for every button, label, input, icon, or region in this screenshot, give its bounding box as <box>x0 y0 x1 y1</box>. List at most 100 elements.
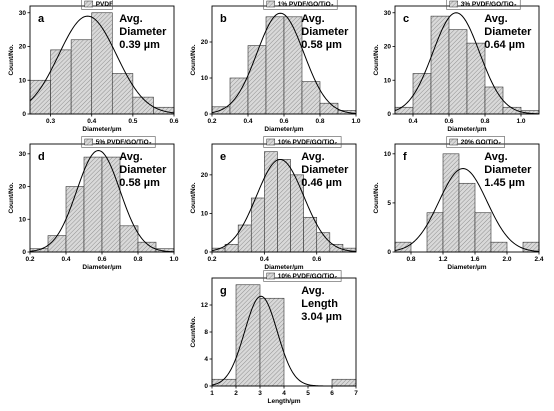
histogram-bar <box>119 225 139 253</box>
chart-panel-c: 0.4 0.6 0.8 1.0 0 10 20 30 Diameter/µm Count/No. c… <box>365 0 547 136</box>
x-tick-label: 2.4 <box>534 256 543 263</box>
y-tick-label: 10 <box>19 216 27 223</box>
y-tick-label: 0 <box>204 249 208 256</box>
x-tick-label: 0.4 <box>61 256 70 263</box>
annotation-line: 0.64 µm <box>484 39 525 51</box>
x-tick-label: 0.3 <box>46 118 55 125</box>
legend-label: PVDF <box>96 1 113 8</box>
gaussian-fit-curve <box>211 158 357 252</box>
y-tick-label: 10 <box>19 77 27 84</box>
legend-label: 5% PVDF/GO/TiO₂ <box>96 139 152 146</box>
histogram-bar <box>430 15 450 115</box>
histogram-bar <box>101 156 121 253</box>
legend-box <box>81 136 156 148</box>
histogram-bar <box>329 243 344 253</box>
annotation-line: Avg. <box>484 151 507 163</box>
legend-label: 3% PVDF/GO/TiO₂ <box>461 1 517 8</box>
y-tick-label: 30 <box>384 10 392 17</box>
x-tick-label: 1.0 <box>516 118 525 125</box>
histogram-bar <box>83 156 103 253</box>
annotation-line: Diameter <box>301 164 349 176</box>
y-tick-label: 20 <box>19 44 27 51</box>
x-tick-label: 4 <box>282 390 286 397</box>
y-tick-label: 0 <box>387 249 391 256</box>
legend-box <box>446 0 521 10</box>
legend-box <box>263 0 338 10</box>
legend-swatch <box>84 0 93 8</box>
chart-svg-d: 0.2 0.4 0.6 0.8 1.0 0 10 20 30 Diameter/µm Count/N… <box>8 136 179 271</box>
legend: 5% PVDF/GO/TiO₂ <box>81 136 156 148</box>
annotation-line: Avg. <box>301 13 324 25</box>
histogram-bar <box>319 102 339 115</box>
histogram-bar <box>448 29 468 115</box>
x-tick-label: 2 <box>234 390 238 397</box>
x-tick-label: 1 <box>210 390 214 397</box>
x-tick-label: 0.4 <box>243 118 252 125</box>
chart-panel-e: 0.2 0.4 0.6 0 10 20 Diameter/µm Count/No. e 10% P… <box>182 136 364 274</box>
annotation-line: Avg. <box>119 13 142 25</box>
y-tick-label: 4 <box>204 356 208 363</box>
histogram-bar <box>229 77 249 115</box>
histogram-bar <box>50 49 72 115</box>
histogram-bar <box>277 159 291 253</box>
annotation-line: 0.39 µm <box>119 39 160 51</box>
y-tick-label: 30 <box>19 10 27 17</box>
histogram-bar <box>458 182 476 253</box>
histogram-bar <box>247 45 267 115</box>
legend-box <box>446 136 505 148</box>
legend: PVDF <box>81 0 113 10</box>
legend-box <box>81 0 113 10</box>
histogram-bar <box>331 378 357 387</box>
y-axis-label: Count/No. <box>190 44 197 75</box>
legend-swatch <box>266 0 275 8</box>
chart-panel-b: 0.2 0.4 0.6 0.8 1.0 0 10 20 Diameter/µm Count/No.… <box>182 0 364 136</box>
y-tick-label: 10 <box>201 75 209 82</box>
x-axis-label: Diameter/µm <box>447 264 486 271</box>
panel-letter: e <box>220 151 226 163</box>
legend: 1% PVDF/GO/TiO₂ <box>263 0 338 10</box>
y-tick-label: 30 <box>19 151 27 158</box>
chart-panel-f: 0.8 1.2 1.6 2.0 2.4 0 5 10 Diameter/µm Count/No. f… <box>365 136 547 274</box>
x-tick-label: 0.4 <box>260 256 269 263</box>
y-tick-label: 0 <box>22 249 26 256</box>
annotation-line: 0.58 µm <box>119 177 160 189</box>
plot-frame <box>394 5 540 115</box>
x-tick-label: 6 <box>330 390 334 397</box>
chart-svg-f: 0.8 1.2 1.6 2.0 2.4 0 5 10 Diameter/µm Count/No. f… <box>373 136 544 271</box>
y-tick-label: 10 <box>384 151 392 158</box>
annotation-line: Diameter <box>484 26 532 38</box>
gaussian-fit-curve <box>394 168 540 252</box>
gaussian-fit-curve <box>29 15 175 114</box>
panel-letter: b <box>220 13 227 25</box>
x-tick-label: 1.0 <box>169 256 178 263</box>
legend-swatch <box>449 0 458 8</box>
gaussian-fit-curve <box>29 150 175 253</box>
plot-frame <box>211 143 357 253</box>
legend-swatch <box>449 138 458 146</box>
histogram-bar <box>394 241 412 253</box>
x-tick-label: 0.4 <box>87 118 96 125</box>
panel-letter: c <box>403 13 409 25</box>
x-tick-label: 5 <box>306 390 310 397</box>
histogram-bar <box>490 241 508 253</box>
histogram-bar <box>426 212 444 253</box>
plot-frame <box>29 5 175 115</box>
histogram-bar <box>47 235 67 253</box>
histogram-bar <box>301 81 321 115</box>
histogram-bar <box>466 42 486 115</box>
annotation-line: Avg. <box>301 151 324 163</box>
histogram-bar <box>442 153 460 253</box>
y-axis-label: Count/No. <box>190 316 197 347</box>
histogram-bar <box>224 243 239 253</box>
x-tick-label: 2.0 <box>502 256 511 263</box>
x-tick-label: 1.6 <box>470 256 479 263</box>
histogram-bar <box>316 232 331 253</box>
histogram-bar <box>70 39 93 115</box>
panel-letter: d <box>38 151 45 163</box>
annotation-line: Diameter <box>119 26 167 38</box>
legend-label: 10% PVDF/GO/TiO₂ <box>278 139 338 146</box>
x-tick-label: 3 <box>258 390 262 397</box>
annotation-line: 3.04 µm <box>301 311 342 323</box>
legend-box <box>263 136 342 148</box>
y-axis-label: Count/No. <box>8 44 15 75</box>
